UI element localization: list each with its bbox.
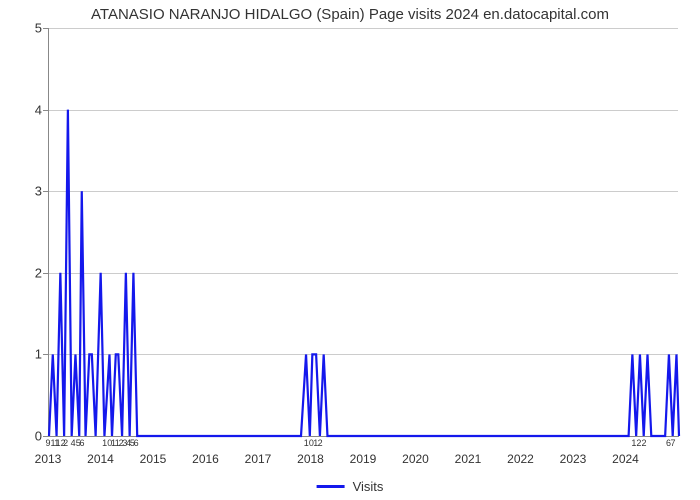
x-year-label: 2013 bbox=[35, 452, 62, 466]
y-tick-label: 3 bbox=[12, 184, 42, 199]
x-sub-label: 6 bbox=[80, 438, 85, 448]
x-year-label: 2018 bbox=[297, 452, 324, 466]
x-sub-label: 7 bbox=[670, 438, 675, 448]
x-year-label: 2014 bbox=[87, 452, 114, 466]
x-year-label: 2019 bbox=[350, 452, 377, 466]
x-year-label: 2017 bbox=[245, 452, 272, 466]
legend-swatch bbox=[317, 485, 345, 488]
x-year-label: 2022 bbox=[507, 452, 534, 466]
x-year-label: 2020 bbox=[402, 452, 429, 466]
legend-label: Visits bbox=[353, 479, 384, 494]
x-sub-label: 2 bbox=[641, 438, 646, 448]
x-sub-label: 2 bbox=[318, 438, 323, 448]
x-sub-label: 2 bbox=[63, 438, 68, 448]
y-tick-label: 2 bbox=[12, 265, 42, 280]
y-tick-label: 1 bbox=[12, 347, 42, 362]
x-year-label: 2015 bbox=[140, 452, 167, 466]
x-year-label: 2016 bbox=[192, 452, 219, 466]
x-year-label: 2021 bbox=[455, 452, 482, 466]
y-tick-label: 0 bbox=[12, 429, 42, 444]
y-tick-label: 5 bbox=[12, 21, 42, 36]
series-line bbox=[49, 28, 679, 436]
x-year-label: 2024 bbox=[612, 452, 639, 466]
chart-container: ATANASIO NARANJO HIDALGO (Spain) Page vi… bbox=[0, 0, 700, 500]
x-sub-label: 6 bbox=[134, 438, 139, 448]
legend: Visits bbox=[317, 479, 384, 494]
x-year-label: 2023 bbox=[560, 452, 587, 466]
y-tick-label: 4 bbox=[12, 102, 42, 117]
chart-title: ATANASIO NARANJO HIDALGO (Spain) Page vi… bbox=[0, 6, 700, 23]
plot-area bbox=[48, 28, 679, 437]
